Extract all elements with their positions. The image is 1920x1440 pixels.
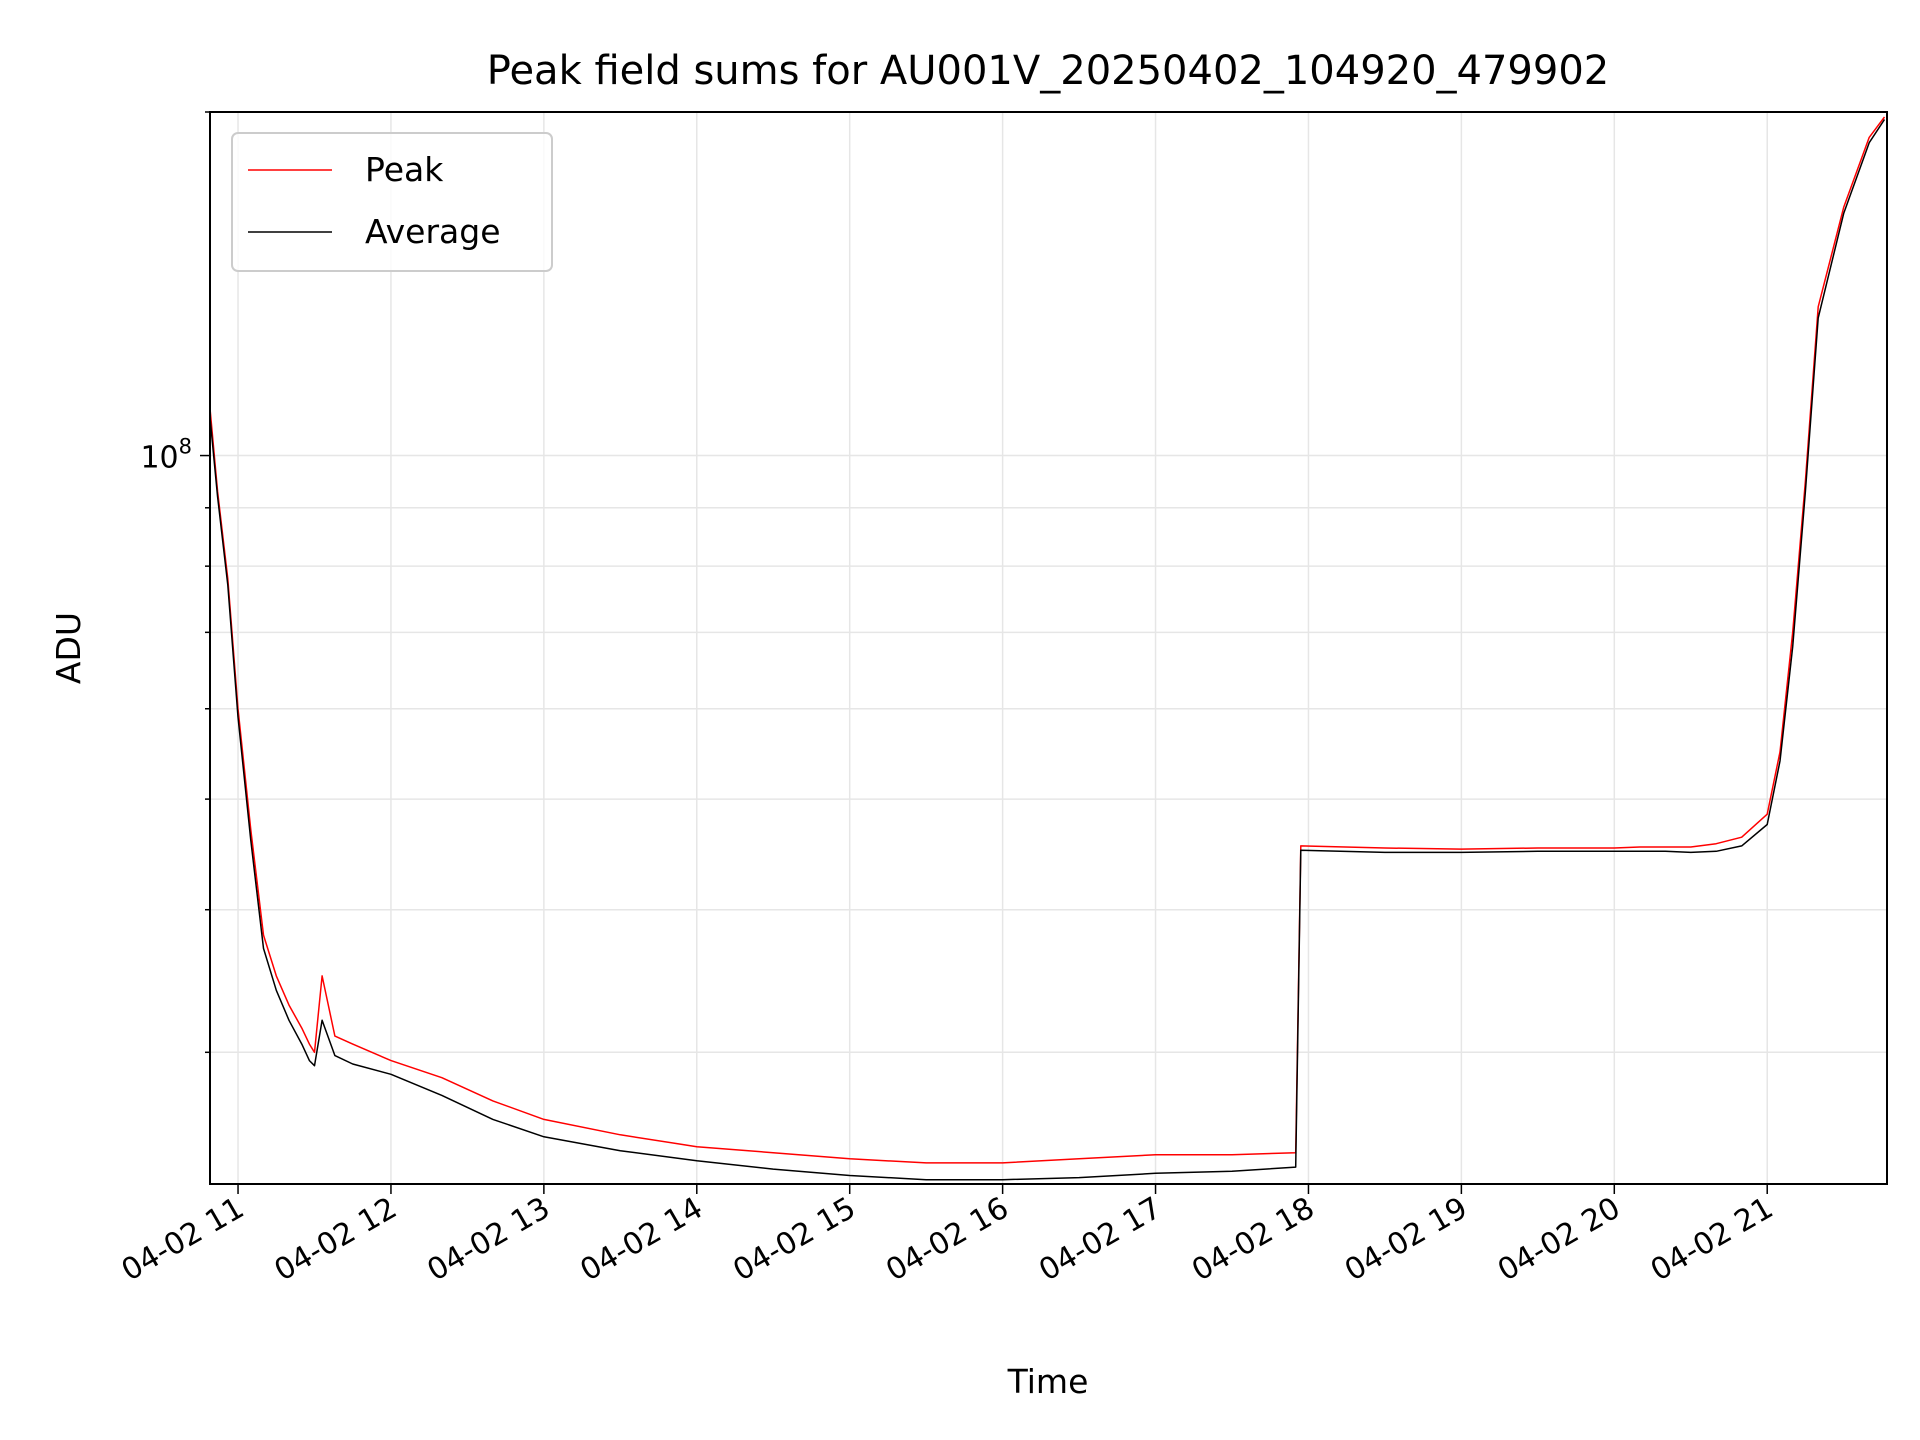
legend-peak-label: Peak: [365, 150, 444, 189]
chart-title: Peak field sums for AU001V_20250402_1049…: [487, 48, 1609, 94]
plot-frame: [209, 111, 1888, 1185]
legend: Peak Average: [231, 132, 553, 272]
series-layer: [209, 116, 1886, 1181]
series-line-average: [209, 119, 1886, 1181]
x-axis-label: Time: [1007, 1362, 1089, 1401]
legend-average-label: Average: [365, 212, 501, 251]
legend-box: [231, 132, 553, 272]
y-axis-label: ADU: [49, 612, 88, 684]
series-line-peak: [209, 116, 1886, 1164]
y-tick-label: 108: [140, 435, 192, 476]
